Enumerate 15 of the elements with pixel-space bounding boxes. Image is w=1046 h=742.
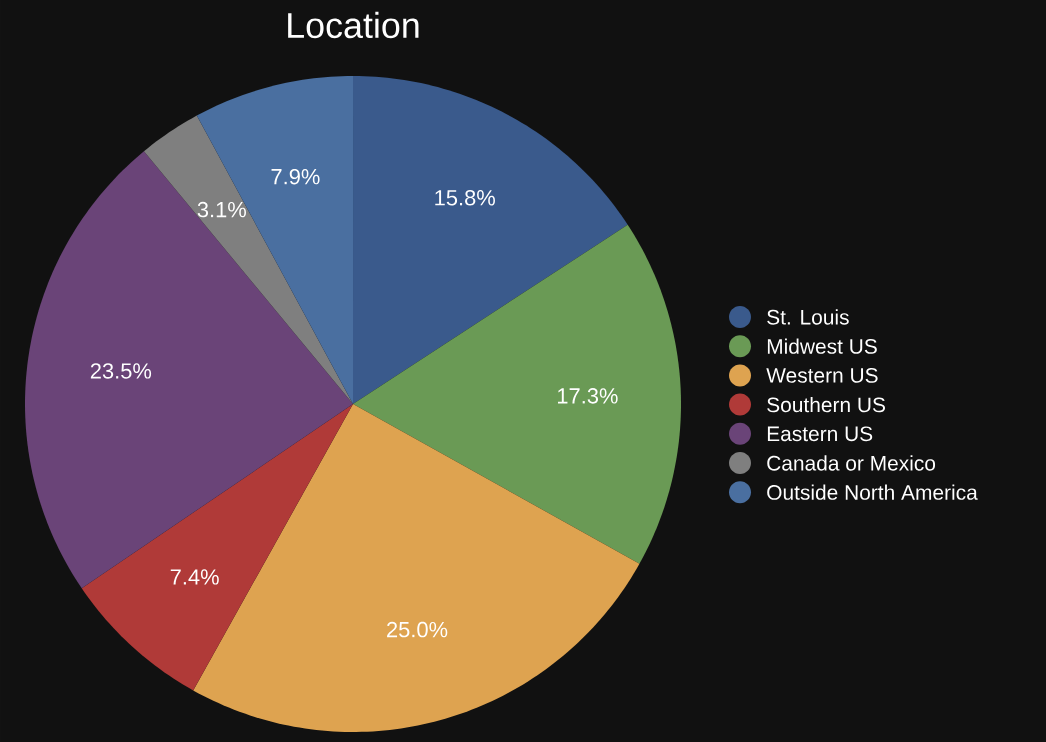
legend-label: Canada or Mexico	[767, 455, 936, 471]
legend-label: Western US	[766, 367, 878, 383]
data-label: 15.8%	[435, 190, 495, 206]
data-label: 23.5%	[90, 363, 152, 379]
legend-label: St. Louis	[767, 309, 849, 325]
data-label: 25.0%	[387, 621, 448, 638]
data-label: 7.9%	[271, 168, 320, 185]
legend-label: Eastern US	[767, 426, 873, 442]
data-label: 3.1%	[197, 201, 246, 218]
legend-label: Southern US	[767, 396, 885, 413]
data-label: 17.3%	[557, 388, 618, 404]
legend-label: Outside North America	[767, 484, 978, 500]
data-label: 7.4%	[170, 569, 219, 585]
legend-label: Midwest US	[767, 338, 877, 354]
chart-title: Location	[288, 11, 419, 39]
